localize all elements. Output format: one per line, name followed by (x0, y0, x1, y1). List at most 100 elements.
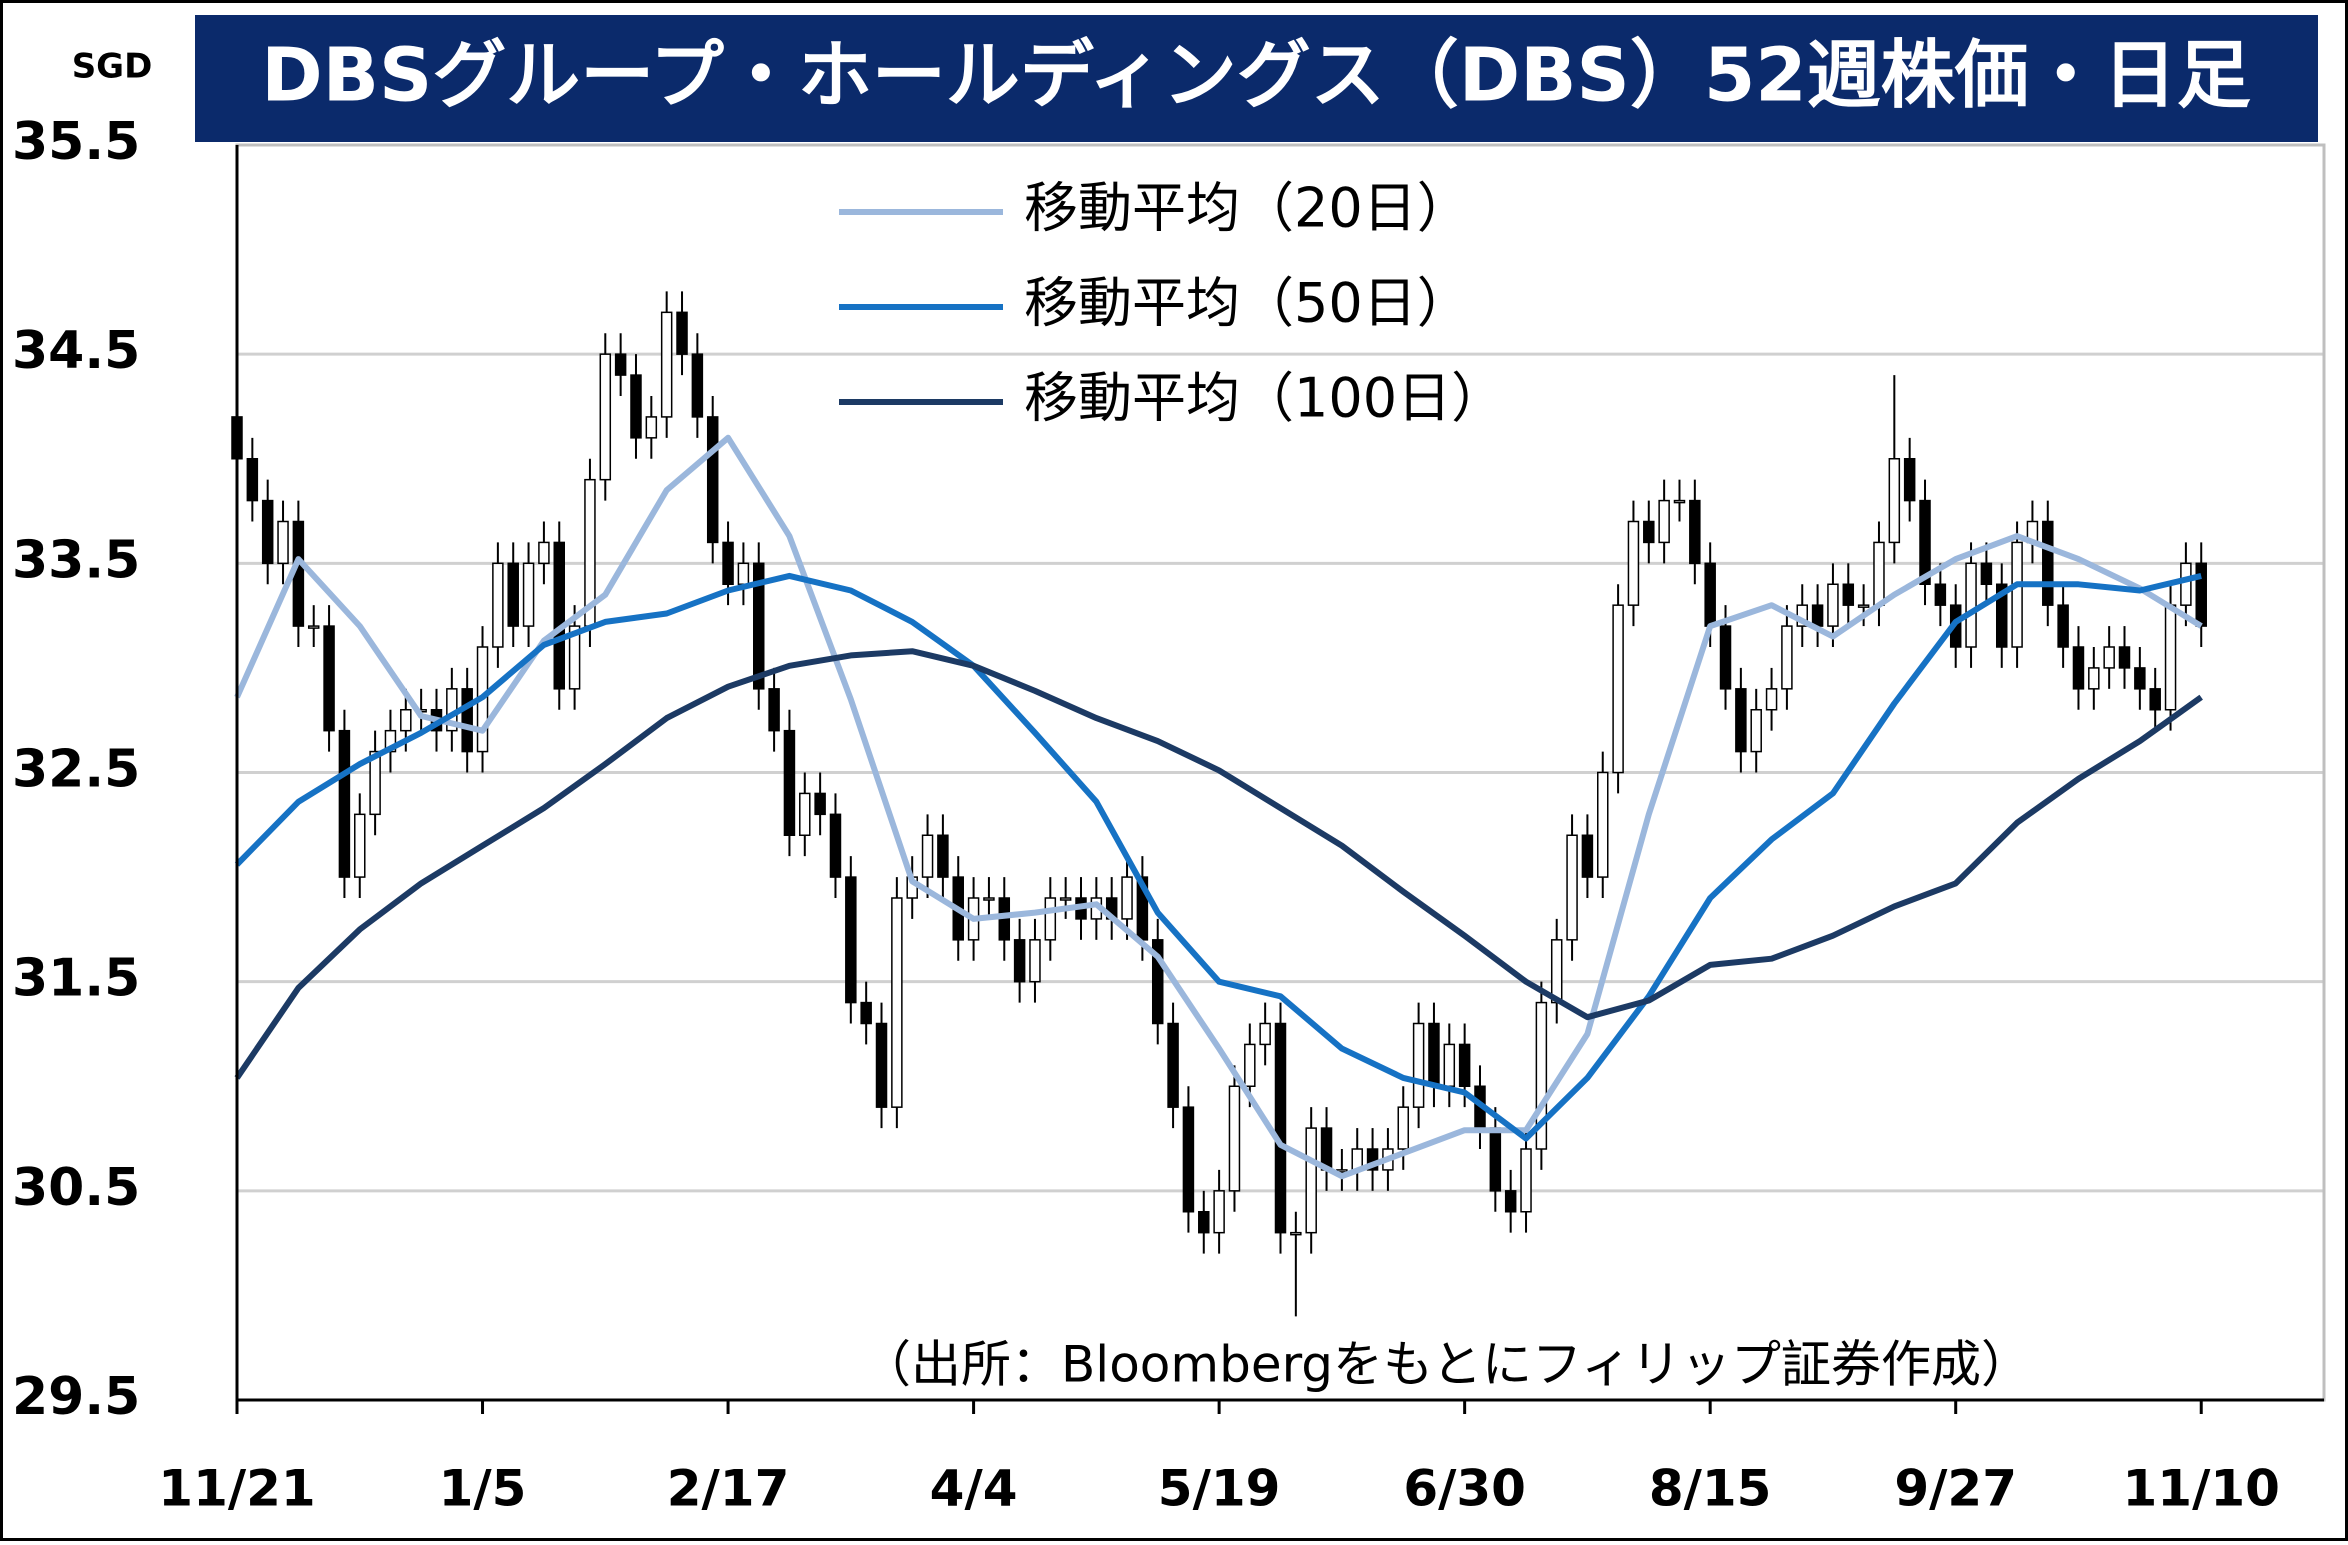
candle-body (246, 458, 259, 502)
candle-body (2088, 667, 2100, 690)
candle-body (1857, 604, 1870, 608)
candle-body (261, 499, 274, 565)
candle-body (799, 792, 811, 837)
candle-body (1213, 1190, 1225, 1234)
candle-body (1366, 1148, 1379, 1171)
candle-body (645, 416, 658, 439)
candle-body (1259, 1022, 1271, 1046)
candle-body (1934, 583, 1947, 606)
candle-body (845, 876, 857, 1004)
candle-body (1811, 604, 1824, 627)
candle-body (1198, 1211, 1210, 1234)
title-bar (195, 15, 2318, 142)
candle-body (1182, 1106, 1195, 1213)
candle-body (1305, 1127, 1317, 1234)
candle-body (1550, 939, 1563, 1004)
candle-body (706, 416, 719, 544)
candle-body (1903, 458, 1916, 502)
candle-body (1627, 520, 1640, 606)
y-tick-label: 34.5 (12, 321, 140, 381)
candle-body (829, 813, 842, 878)
candle-body (768, 688, 780, 732)
y-unit: SGD (72, 47, 153, 87)
candle-body (1965, 562, 1977, 648)
candle-body (492, 562, 504, 648)
moving-average-line (234, 648, 2203, 1080)
x-tick-label: 4/4 (930, 1460, 1018, 1518)
candle-body (1458, 1043, 1471, 1087)
candle-body (1228, 1085, 1241, 1192)
candle-body (691, 353, 704, 418)
legend-label: 移動平均（20日） (1024, 177, 1471, 240)
legend-label: 移動平均（100日） (1024, 367, 1505, 430)
candle-body (1581, 834, 1594, 878)
candle-body (1643, 520, 1655, 544)
candle-body (676, 311, 688, 355)
candle-body (1888, 458, 1901, 544)
legend-label: 移動平均（50日） (1024, 272, 1471, 335)
candle-body (2118, 646, 2131, 669)
candle-body (1397, 1106, 1410, 1150)
candle-body (1919, 499, 1931, 586)
candle-body (660, 311, 673, 418)
x-tick-label: 1/5 (439, 1460, 527, 1518)
candle-body (875, 1022, 888, 1108)
candle-body (722, 541, 734, 586)
candle-body (400, 709, 412, 732)
candle-body (614, 353, 627, 376)
candle-body (307, 625, 320, 629)
candle-body (1827, 583, 1839, 627)
candle-body (2195, 562, 2207, 627)
y-tick-label: 30.5 (12, 1158, 140, 1218)
candle-body (1612, 604, 1624, 774)
candle-body (2042, 520, 2054, 606)
candle-body (1489, 1127, 1502, 1192)
candle-body (2011, 541, 2023, 648)
source-note: （出所：Bloombergをもとにフィリップ証券作成） (861, 1336, 2031, 1394)
candle-body (1029, 939, 1041, 983)
candle-body (1735, 688, 1747, 753)
candle-body (1842, 583, 1855, 606)
x-tick-label: 11/21 (158, 1460, 315, 1518)
x-tick-label: 8/15 (1649, 1460, 1772, 1518)
candle-body (1995, 583, 2008, 648)
candle-body (860, 1001, 872, 1025)
candle-body (338, 729, 351, 878)
note-background (850, 1338, 2150, 1396)
candle-body (2103, 646, 2115, 669)
moving-average-line (234, 572, 2202, 1142)
candle-body (277, 520, 289, 565)
candle-body (1765, 688, 1778, 711)
x-tick-label: 5/19 (1158, 1460, 1281, 1518)
candle-body (814, 792, 826, 816)
candle-body (1412, 1022, 1425, 1108)
candle-body (1980, 562, 1993, 585)
candle-body (1167, 1022, 1179, 1108)
x-tick-label: 2/17 (667, 1460, 790, 1518)
candle-body (1673, 499, 1686, 504)
candle-body (937, 834, 949, 878)
candle-body (1044, 897, 1057, 941)
candle-body (1059, 897, 1072, 901)
candle-body (1290, 1231, 1302, 1236)
candle-body (1504, 1190, 1517, 1213)
candle-body (2149, 688, 2161, 711)
candle-body (983, 897, 995, 901)
candle-body (1428, 1022, 1440, 1087)
candle-body (369, 750, 381, 816)
candle-body (1689, 499, 1701, 565)
x-tick-label: 6/30 (1403, 1460, 1526, 1518)
candle-body (1566, 834, 1578, 941)
y-tick-label: 35.5 (12, 112, 140, 172)
candle-body (921, 834, 934, 878)
candle-body (522, 562, 535, 627)
candle-body (1443, 1043, 1456, 1087)
candle-body (2072, 646, 2085, 690)
chart-title: DBSグループ・ホールディングス（DBS）52週株価・日足 (261, 33, 2251, 119)
y-tick-label: 29.5 (12, 1367, 140, 1427)
candle-body (1781, 625, 1793, 690)
y-tick-label: 32.5 (12, 740, 140, 800)
candle-body (891, 897, 903, 1108)
